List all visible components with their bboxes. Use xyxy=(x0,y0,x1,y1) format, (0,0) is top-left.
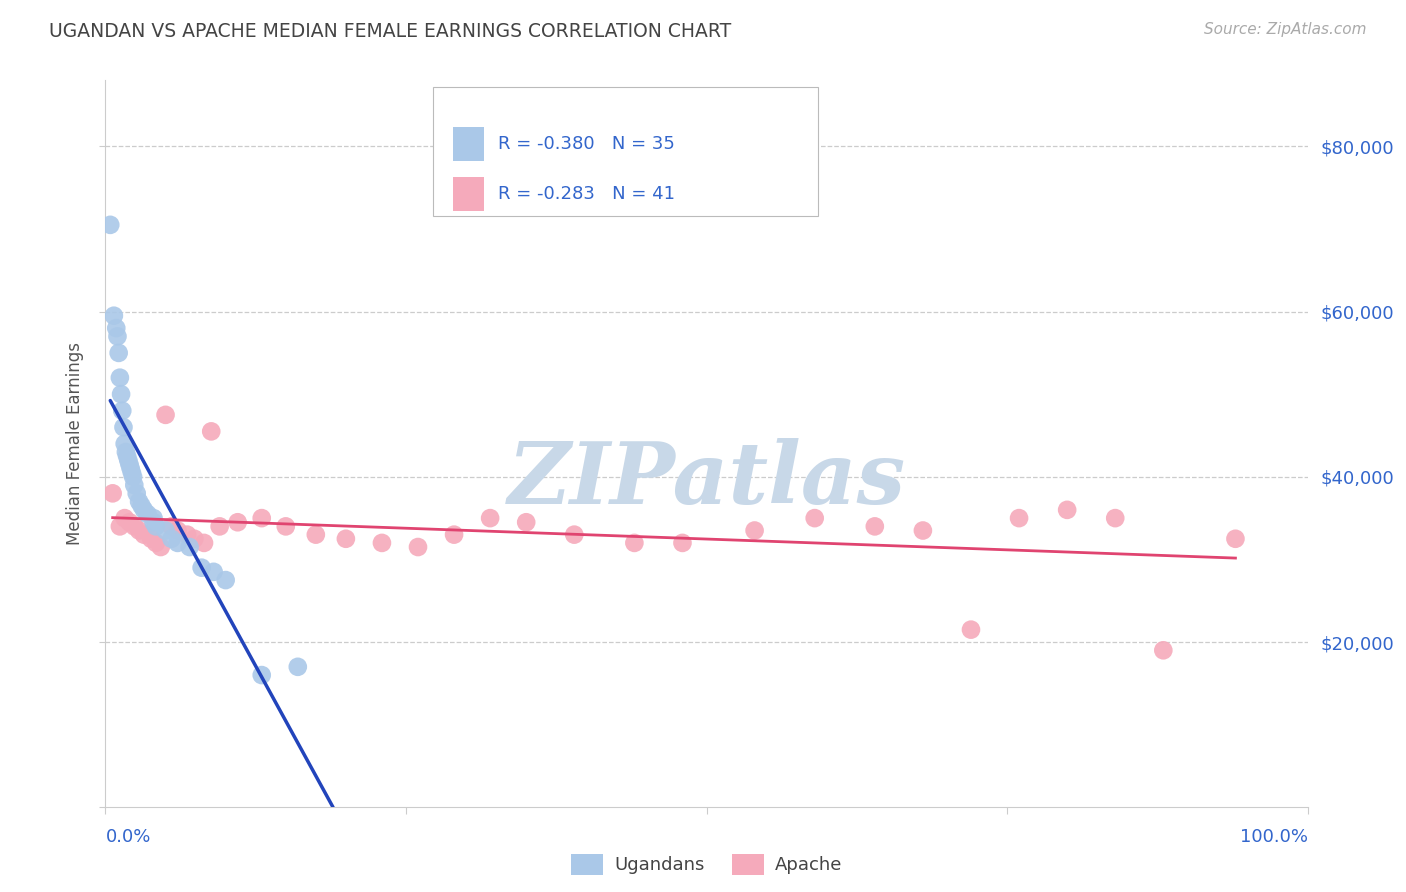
Point xyxy=(371,536,394,550)
Point xyxy=(128,524,150,538)
Text: UGANDAN VS APACHE MEDIAN FEMALE EARNINGS CORRELATION CHART: UGANDAN VS APACHE MEDIAN FEMALE EARNINGS… xyxy=(49,22,731,41)
Point xyxy=(114,437,136,451)
Text: Source: ZipAtlas.com: Source: ZipAtlas.com xyxy=(1204,22,1367,37)
Point xyxy=(107,346,129,360)
Point xyxy=(125,486,148,500)
Point xyxy=(406,540,429,554)
Point xyxy=(111,403,134,417)
Text: R = -0.283   N = 41: R = -0.283 N = 41 xyxy=(498,186,675,203)
Point xyxy=(108,370,131,384)
Point xyxy=(112,420,135,434)
Point xyxy=(128,494,150,508)
Point xyxy=(744,524,766,538)
Legend: Ugandans, Apache: Ugandans, Apache xyxy=(564,847,849,882)
Text: 0.0%: 0.0% xyxy=(105,828,150,846)
Point xyxy=(136,507,159,521)
Point xyxy=(214,573,236,587)
Point xyxy=(107,329,129,343)
Point xyxy=(274,519,297,533)
Point xyxy=(142,511,165,525)
Text: ZIPatlas: ZIPatlas xyxy=(508,438,905,522)
Point xyxy=(176,527,198,541)
Point xyxy=(208,519,231,533)
Point xyxy=(190,560,212,574)
Point xyxy=(193,536,215,550)
Point xyxy=(98,218,121,232)
Point xyxy=(443,527,465,541)
Point xyxy=(132,503,155,517)
Point xyxy=(250,511,273,525)
Point xyxy=(101,486,124,500)
Point xyxy=(132,527,155,541)
Point xyxy=(115,445,138,459)
Point xyxy=(120,461,142,475)
Y-axis label: Median Female Earnings: Median Female Earnings xyxy=(66,343,84,545)
Point xyxy=(166,524,188,538)
Point xyxy=(142,515,165,529)
Point xyxy=(803,511,825,525)
Point xyxy=(911,524,934,538)
Point xyxy=(160,532,183,546)
Point xyxy=(117,453,139,467)
Point xyxy=(110,387,132,401)
Point xyxy=(103,309,125,323)
Point xyxy=(305,527,328,541)
Point xyxy=(124,519,146,533)
Point xyxy=(166,536,188,550)
Point xyxy=(287,660,309,674)
Point xyxy=(1056,503,1078,517)
Point xyxy=(131,499,153,513)
Point xyxy=(145,519,167,533)
Point xyxy=(121,466,143,480)
Point xyxy=(122,470,145,484)
Point xyxy=(115,449,138,463)
Point xyxy=(155,524,177,538)
Point xyxy=(671,536,693,550)
Point xyxy=(149,540,172,554)
Point xyxy=(623,536,645,550)
Point xyxy=(145,536,167,550)
Point xyxy=(105,321,128,335)
Point xyxy=(1104,511,1126,525)
Point xyxy=(114,511,136,525)
Point xyxy=(562,527,585,541)
Point xyxy=(960,623,983,637)
Point xyxy=(202,565,225,579)
Point xyxy=(155,408,177,422)
Point xyxy=(179,540,201,554)
Point xyxy=(139,532,162,546)
Point xyxy=(250,668,273,682)
Point xyxy=(118,515,141,529)
Point xyxy=(515,515,537,529)
Point xyxy=(863,519,886,533)
Point xyxy=(1225,532,1247,546)
Point xyxy=(160,519,183,533)
Point xyxy=(1152,643,1174,657)
Point xyxy=(335,532,357,546)
Point xyxy=(479,511,502,525)
Text: 100.0%: 100.0% xyxy=(1240,828,1308,846)
Point xyxy=(124,478,146,492)
Point xyxy=(1008,511,1031,525)
Point xyxy=(118,458,141,472)
Point xyxy=(200,425,222,439)
Point xyxy=(183,532,205,546)
Point xyxy=(226,515,249,529)
Text: R = -0.380   N = 35: R = -0.380 N = 35 xyxy=(498,136,675,153)
Point xyxy=(108,519,131,533)
